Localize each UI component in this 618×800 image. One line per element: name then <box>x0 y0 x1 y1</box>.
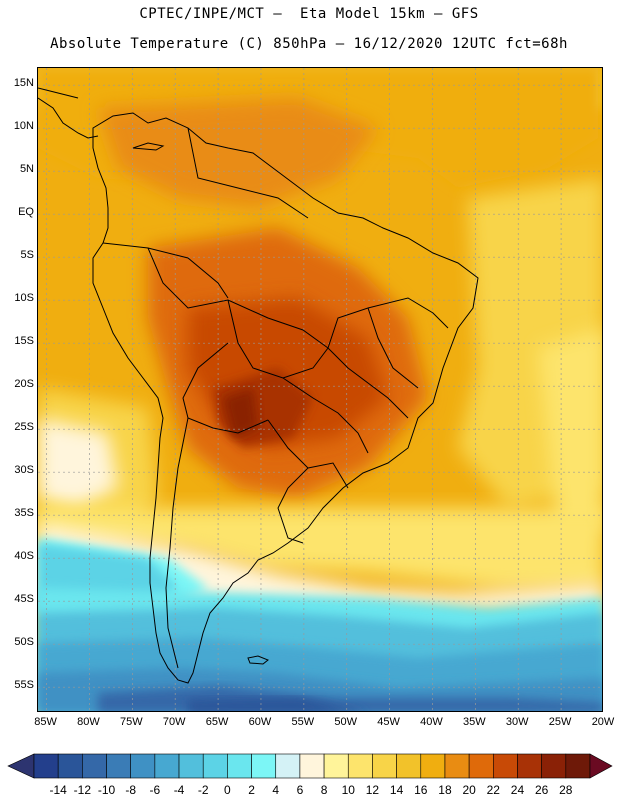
chart-subtitle: Absolute Temperature (C) 850hPa – 16/12/… <box>50 36 568 52</box>
colorbar-tick-label: 8 <box>320 783 328 797</box>
colorbar-tick-label: 14 <box>389 783 404 797</box>
colorbar-swatch <box>541 753 567 779</box>
lat-tick-label: 25S <box>14 421 34 434</box>
temperature-map <box>37 67 603 712</box>
colorbar-tick-label: -14 <box>49 783 67 797</box>
colorbar-swatch <box>33 753 59 779</box>
colorbar-tick-label: 12 <box>365 783 380 797</box>
colorbar-under-arrow <box>7 753 35 779</box>
colorbar-tick-label: 2 <box>248 783 255 797</box>
lat-tick-label: 15N <box>13 77 34 90</box>
lat-tick-label: 30S <box>14 464 34 477</box>
colorbar-tick-label: 24 <box>510 783 525 797</box>
colorbar-swatch <box>396 753 422 779</box>
colorbar-tick-label: -8 <box>125 783 137 797</box>
colorbar-swatch <box>372 753 397 779</box>
colorbar-swatch <box>493 753 518 779</box>
lon-tick-label: 25W <box>548 716 572 728</box>
colorbar-tick-label: 16 <box>414 783 428 797</box>
colorbar-tick-label: 28 <box>559 783 573 797</box>
lat-tick-label: 15S <box>14 335 34 348</box>
colorbar-swatch <box>444 753 470 779</box>
colorbar-swatch <box>82 753 107 779</box>
colorbar-tick-label: 10 <box>341 783 355 797</box>
lon-tick-label: 65W <box>205 716 229 728</box>
lon-tick-label: 70W <box>162 716 186 728</box>
colorbar-swatch <box>106 753 131 779</box>
chart-title: CPTEC/INPE/MCT – Eta Model 15km – GFS <box>139 6 479 22</box>
coastlines <box>38 87 479 684</box>
lat-tick-label: 5S <box>20 249 34 262</box>
colorbar-swatch <box>227 753 252 779</box>
lon-tick-label: 50W <box>334 716 358 728</box>
lon-tick-label: 60W <box>248 716 272 728</box>
colorbar-swatch <box>57 753 83 779</box>
lat-tick-label: 40S <box>14 550 34 563</box>
lat-tick-label: EQ <box>18 206 34 219</box>
colorbar-tick-label: 18 <box>438 783 452 797</box>
colorbar-swatch <box>202 753 228 779</box>
grid-lines <box>38 68 602 711</box>
lat-tick-label: 5N <box>19 163 34 176</box>
lon-tick-label: 20W <box>591 716 615 728</box>
colorbar-tick-label: 0 <box>224 783 231 797</box>
lon-tick-label: 75W <box>120 716 143 728</box>
colorbar-tick-label: 22 <box>486 783 500 797</box>
lon-tick-label: 55W <box>291 716 315 728</box>
lat-tick-label: 50S <box>14 636 34 649</box>
lon-tick-label: 80W <box>77 716 100 728</box>
colorbar-tick-label: -6 <box>149 783 161 797</box>
colorbar-swatch <box>420 753 446 779</box>
lon-tick-label: 40W <box>420 716 443 728</box>
colorbar-over-arrow <box>589 753 613 779</box>
colorbar-swatch <box>299 753 325 779</box>
colorbar-tick-label: 4 <box>272 783 280 797</box>
lat-tick-label: 10N <box>13 120 34 133</box>
colorbar-tick-label: 20 <box>462 783 476 797</box>
lon-tick-label: 85W <box>34 716 57 728</box>
colorbar-tick-label: 6 <box>296 783 304 797</box>
colorbar-swatch <box>323 753 349 779</box>
colorbar-swatch <box>154 753 180 779</box>
colorbar-tick-label: -12 <box>73 783 92 797</box>
colorbar-swatch <box>468 753 494 779</box>
temperature-field <box>38 68 602 711</box>
colorbar-tick-label: -2 <box>197 783 209 797</box>
lon-tick-label: 30W <box>505 716 529 728</box>
lat-tick-label: 55S <box>14 679 34 692</box>
colorbar-swatch <box>275 753 301 779</box>
map-svg <box>38 68 602 711</box>
lon-tick-label: 35W <box>463 716 486 728</box>
colorbar-swatch <box>251 753 277 779</box>
lat-tick-label: 20S <box>14 378 34 391</box>
colorbar-swatch <box>565 753 591 779</box>
lon-tick-label: 45W <box>377 716 400 728</box>
colorbar-tick-label: -10 <box>97 783 116 797</box>
colorbar-tick-label: 26 <box>534 783 549 797</box>
colorbar-swatch <box>178 753 204 779</box>
colorbar-swatch <box>130 753 156 779</box>
colorbar-swatch <box>517 753 542 779</box>
lat-tick-label: 45S <box>14 593 34 606</box>
colorbar <box>7 753 613 779</box>
colorbar-swatch <box>347 753 373 779</box>
lat-tick-label: 10S <box>14 292 34 305</box>
lat-tick-label: 35S <box>14 507 34 520</box>
colorbar-tick-label: -4 <box>173 783 185 797</box>
